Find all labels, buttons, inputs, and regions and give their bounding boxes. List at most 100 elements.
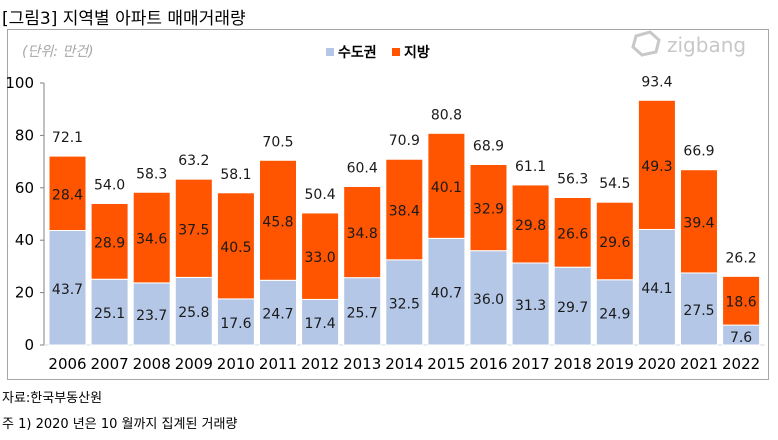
x-tick-label: 2017 [512, 355, 550, 373]
total-label: 26.2 [726, 250, 757, 266]
bar-capital-2018 [553, 266, 592, 346]
bar-region-2021 [680, 169, 718, 274]
value-label: 17.4 [305, 316, 336, 332]
total-label: 54.0 [94, 178, 125, 194]
value-label: 28.9 [94, 235, 125, 251]
value-label: 43.7 [52, 282, 83, 298]
source-note: 자료:한국부동산원 [2, 391, 103, 406]
x-tick-label: 2015 [427, 355, 465, 373]
legend: 수도권 지방 [326, 44, 430, 61]
x-tick-label: 2014 [385, 355, 423, 373]
total-label: 60.4 [347, 160, 378, 176]
value-label: 38.4 [389, 204, 420, 220]
value-label: 17.6 [220, 316, 251, 332]
value-label: 25.8 [178, 305, 209, 321]
bar-capital-2016 [469, 250, 508, 346]
value-label: 29.8 [515, 218, 546, 234]
bar-region-2019 [595, 201, 634, 281]
bar-region-2018 [553, 196, 592, 268]
bar-region-2012 [301, 212, 340, 300]
value-label: 25.7 [347, 305, 378, 321]
x-tick-label: 2018 [554, 355, 592, 373]
bar-region-2022 [722, 275, 761, 326]
value-label: 40.1 [431, 180, 462, 196]
value-label: 29.6 [599, 235, 630, 251]
zigbang-logo: zigbang [631, 30, 746, 57]
bar-region-2014 [385, 158, 424, 261]
bar-capital-2017 [511, 262, 550, 346]
bar-region-2016 [469, 163, 508, 252]
total-label: 66.9 [683, 144, 714, 160]
value-label: 26.6 [557, 226, 588, 242]
value-label: 39.4 [683, 215, 714, 231]
bar-region-2009 [174, 178, 213, 278]
x-tick-label: 2011 [259, 355, 297, 373]
total-label: 68.9 [473, 138, 504, 154]
x-tick-label: 2019 [596, 355, 634, 373]
value-label: 33.0 [305, 250, 336, 266]
bar-region-2015 [427, 132, 466, 239]
value-label: 37.5 [178, 222, 209, 238]
y-tick-label: 0 [24, 336, 34, 354]
total-label: 93.4 [641, 74, 672, 90]
x-tick-label: 2006 [48, 355, 86, 373]
legend-swatch-capital [326, 48, 334, 56]
bar-capital-2006 [48, 230, 87, 346]
value-label: 7.6 [730, 330, 752, 346]
bar-capital-2019 [595, 279, 634, 346]
value-label: 28.4 [52, 187, 83, 203]
value-label: 24.7 [262, 307, 293, 323]
value-label: 36.0 [473, 292, 504, 308]
bar-region-2007 [90, 203, 129, 280]
legend-label-region: 지방 [404, 44, 430, 61]
x-tick-label: 2009 [175, 355, 213, 373]
y-tick-label: 40 [15, 231, 34, 249]
value-label: 24.9 [599, 306, 630, 322]
x-tick-label: 2008 [133, 355, 171, 373]
bar-capital-2020 [637, 228, 676, 346]
bar-region-2006 [48, 155, 87, 232]
value-label: 31.3 [515, 298, 546, 314]
value-label: 40.7 [431, 286, 462, 302]
bar-capital-2012 [301, 298, 340, 346]
total-label: 50.4 [305, 187, 336, 203]
x-tick-label: 2013 [343, 355, 381, 373]
bar-region-2011 [259, 159, 297, 281]
x-tick-label: 2007 [91, 355, 129, 373]
figure-title: [그림3] 지역별 아파트 매매거래량 [2, 9, 246, 29]
total-label: 63.2 [178, 153, 209, 169]
x-tick-label: 2016 [469, 355, 507, 373]
bar-capital-2007 [90, 278, 129, 346]
bar-region-2008 [132, 191, 171, 284]
bar-capital-2021 [680, 272, 718, 346]
value-label: 34.8 [347, 226, 378, 242]
bar-region-2013 [343, 185, 382, 279]
value-label: 49.3 [641, 159, 672, 175]
total-label: 54.5 [599, 176, 630, 192]
data-labels: 43.7 28.4 72.1 25.1 28.9 54.0 23.7 34.6 58.3 25.8… [52, 74, 757, 346]
value-label: 27.5 [683, 303, 714, 319]
total-label: 58.1 [220, 167, 251, 183]
total-label: 70.5 [262, 134, 293, 150]
unit-label: (단위: 만건) [22, 44, 94, 60]
bars [48, 99, 761, 346]
value-label: 25.1 [94, 306, 125, 322]
x-tick-label: 2010 [217, 355, 255, 373]
zigbang-logo-icon [631, 30, 661, 57]
y-tick-label: 100 [5, 74, 34, 92]
x-tick-label: 2020 [638, 355, 676, 373]
total-label: 80.8 [431, 107, 462, 123]
x-tick-label: 2012 [301, 355, 339, 373]
bar-region-2017 [511, 184, 550, 264]
x-tick-label: 2022 [722, 355, 760, 373]
total-label: 56.3 [557, 171, 588, 187]
value-label: 23.7 [136, 308, 167, 324]
legend-label-capital: 수도권 [338, 45, 377, 61]
value-label: 18.6 [726, 295, 757, 311]
y-tick-label: 20 [15, 284, 34, 302]
value-label: 32.5 [389, 296, 420, 312]
footnote: 주 1) 2020 년은 10 월까지 집계된 거래량 [2, 417, 238, 432]
bar-capital-2014 [385, 259, 424, 346]
value-label: 29.7 [557, 300, 588, 316]
